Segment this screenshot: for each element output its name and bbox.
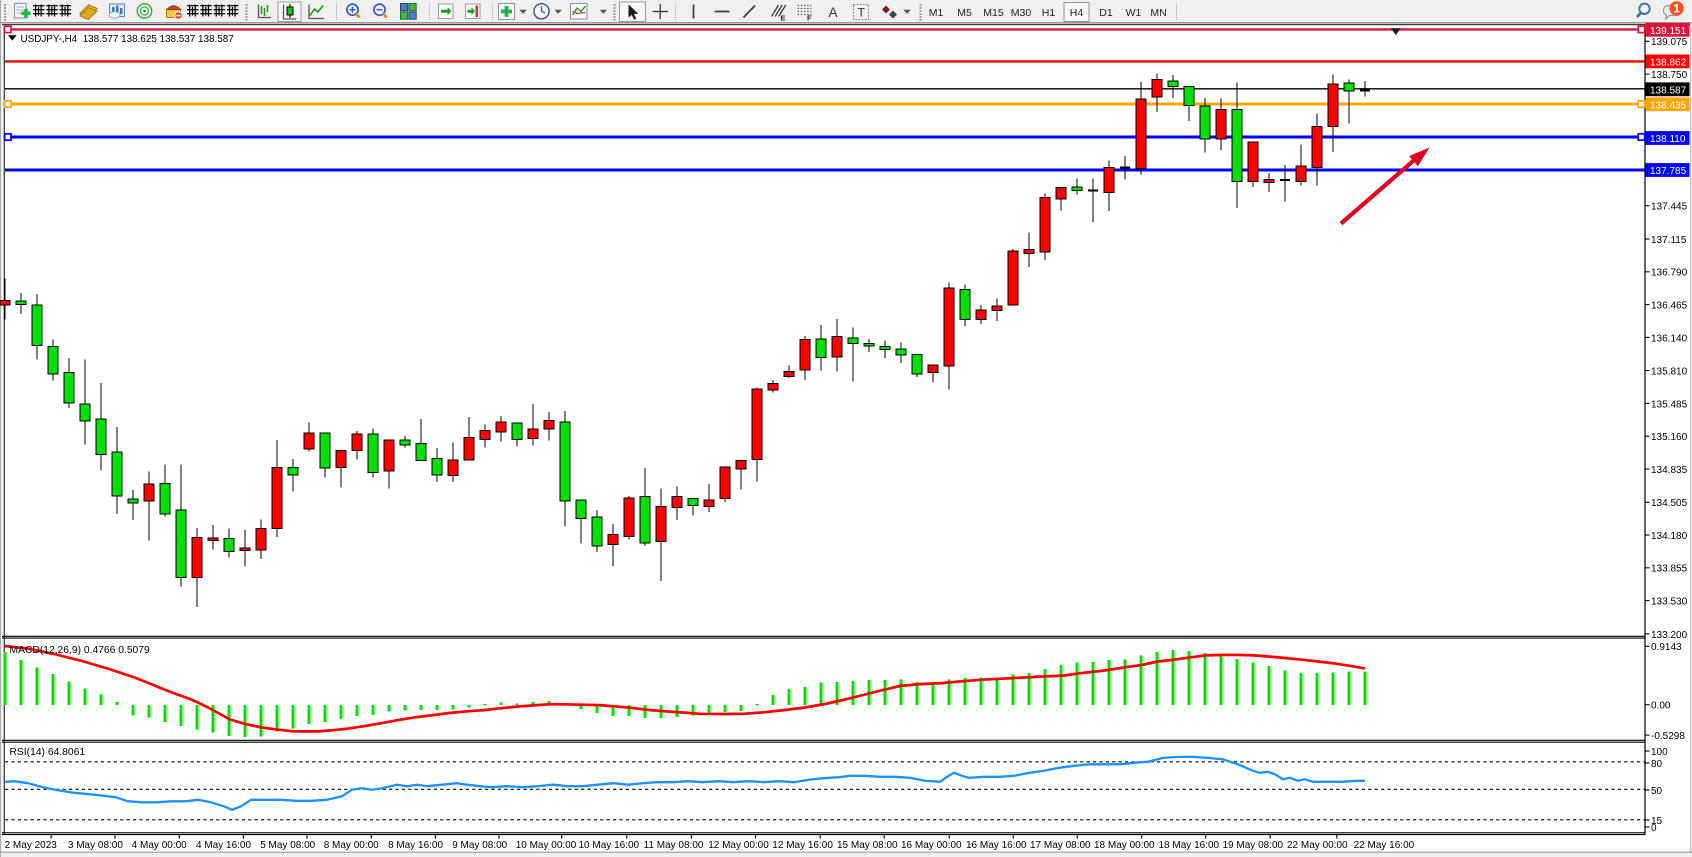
svg-text:15: 15 xyxy=(1651,816,1663,827)
svg-text:138.750: 138.750 xyxy=(1651,70,1688,81)
svg-text:10 May 16:00: 10 May 16:00 xyxy=(579,840,640,851)
svg-text:MN: MN xyxy=(1150,7,1166,19)
svg-text:MACD(12,26,9) 0.4766 0.5079: MACD(12,26,9) 0.4766 0.5079 xyxy=(10,645,151,656)
svg-text:RSI(14) 64.8061: RSI(14) 64.8061 xyxy=(10,747,86,758)
svg-text:0.9143: 0.9143 xyxy=(1651,642,1682,653)
svg-text:5 May 08:00: 5 May 08:00 xyxy=(260,840,315,851)
svg-text:22 May 16:00: 22 May 16:00 xyxy=(1354,840,1415,851)
svg-text:M5: M5 xyxy=(957,7,972,19)
svg-text:E: E xyxy=(781,14,786,23)
svg-text:134.505: 134.505 xyxy=(1651,498,1688,509)
svg-text:F: F xyxy=(807,14,812,23)
svg-text:137.115: 137.115 xyxy=(1651,235,1687,246)
svg-text:135.160: 135.160 xyxy=(1651,432,1688,443)
svg-text:135.810: 135.810 xyxy=(1651,367,1688,378)
svg-text:H1: H1 xyxy=(1042,7,1056,19)
svg-text:H4: H4 xyxy=(1070,7,1084,19)
svg-text:138.587: 138.587 xyxy=(1650,85,1687,96)
svg-text:W1: W1 xyxy=(1126,7,1142,19)
svg-text:100: 100 xyxy=(1651,747,1668,758)
svg-text:139.151: 139.151 xyxy=(1650,26,1687,37)
svg-text:136.465: 136.465 xyxy=(1651,301,1688,312)
svg-text:D1: D1 xyxy=(1099,7,1113,19)
svg-text:10 May 00:00: 10 May 00:00 xyxy=(516,840,577,851)
svg-text:4 May 16:00: 4 May 16:00 xyxy=(196,840,251,851)
svg-text:2 May 2023: 2 May 2023 xyxy=(5,840,58,851)
svg-text:22 May 00:00: 22 May 00:00 xyxy=(1287,840,1348,851)
svg-text:18 May 16:00: 18 May 16:00 xyxy=(1159,840,1220,851)
svg-text:16 May 16:00: 16 May 16:00 xyxy=(966,840,1027,851)
svg-text:11 May 08:00: 11 May 08:00 xyxy=(644,840,704,851)
svg-text:19 May 08:00: 19 May 08:00 xyxy=(1223,840,1284,851)
svg-text:T: T xyxy=(858,6,866,20)
svg-text:50: 50 xyxy=(1651,786,1663,797)
svg-text:USDJPY-,H4 138.577 138.625 13: USDJPY-,H4 138.577 138.625 138.537 138.5… xyxy=(21,34,234,45)
svg-text:1: 1 xyxy=(1673,2,1680,16)
svg-text:M30: M30 xyxy=(1011,7,1032,19)
svg-text:12 May 00:00: 12 May 00:00 xyxy=(708,840,769,851)
svg-text:133.855: 133.855 xyxy=(1651,564,1688,575)
svg-text:80: 80 xyxy=(1651,759,1663,770)
svg-text:8 May 16:00: 8 May 16:00 xyxy=(388,840,443,851)
svg-text:A: A xyxy=(829,5,838,20)
svg-text:8 May 00:00: 8 May 00:00 xyxy=(324,840,379,851)
svg-text:9 May 08:00: 9 May 08:00 xyxy=(452,840,507,851)
svg-text:136.140: 136.140 xyxy=(1651,333,1688,344)
svg-text:0: 0 xyxy=(1651,823,1657,834)
svg-text:133.530: 133.530 xyxy=(1651,597,1688,608)
svg-text:18 May 00:00: 18 May 00:00 xyxy=(1094,840,1155,851)
svg-text:16 May 00:00: 16 May 00:00 xyxy=(901,840,962,851)
svg-text:15 May 08:00: 15 May 08:00 xyxy=(837,840,898,851)
svg-text:M15: M15 xyxy=(983,7,1004,19)
svg-text:4 May 00:00: 4 May 00:00 xyxy=(132,840,187,851)
svg-text:138.110: 138.110 xyxy=(1650,134,1686,145)
svg-text:137.785: 137.785 xyxy=(1650,166,1687,177)
svg-text:12 May 16:00: 12 May 16:00 xyxy=(772,840,833,851)
svg-text:138.435: 138.435 xyxy=(1650,100,1687,111)
svg-text:136.790: 136.790 xyxy=(1651,268,1688,279)
svg-text:M1: M1 xyxy=(929,7,944,19)
svg-text:139.075: 139.075 xyxy=(1651,37,1688,48)
svg-text:-0.5298: -0.5298 xyxy=(1651,731,1685,742)
svg-text:135.485: 135.485 xyxy=(1651,399,1688,410)
svg-text:17 May 08:00: 17 May 08:00 xyxy=(1030,840,1091,851)
svg-text:0.00: 0.00 xyxy=(1651,701,1671,712)
svg-text:134.180: 134.180 xyxy=(1651,531,1688,542)
svg-text:133.200: 133.200 xyxy=(1651,630,1688,641)
svg-text:138.862: 138.862 xyxy=(1650,58,1687,69)
svg-text:134.835: 134.835 xyxy=(1651,465,1688,476)
svg-text:3 May 08:00: 3 May 08:00 xyxy=(68,840,123,851)
svg-text:137.445: 137.445 xyxy=(1651,202,1688,213)
